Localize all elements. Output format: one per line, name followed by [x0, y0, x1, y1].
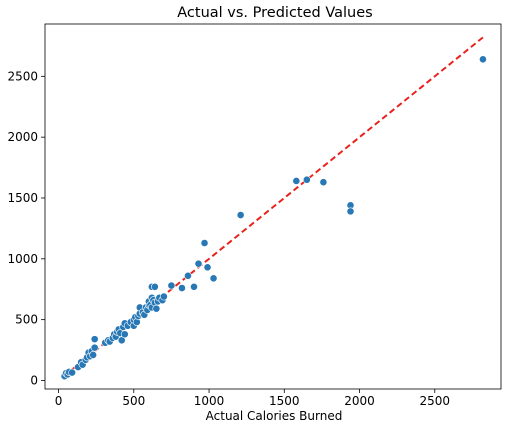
scatter-point: [152, 304, 161, 313]
scatter-point: [190, 282, 198, 291]
scatter-point: [302, 175, 311, 184]
y-tick-label: 2500: [7, 69, 38, 83]
scatter-point: [200, 239, 209, 247]
scatter-point: [184, 271, 192, 280]
scatter-point: [319, 178, 328, 187]
scatter-point: [120, 330, 129, 339]
scatter-point: [90, 343, 99, 352]
scatter-point: [479, 55, 487, 64]
x-axis: 0 500 1000 1500 2000 2500: [55, 389, 450, 408]
data-points: [60, 55, 487, 381]
scatter-point: [346, 207, 355, 216]
scatter-point: [203, 263, 212, 272]
scatter-point: [178, 284, 186, 292]
x-tick-label: 500: [122, 394, 145, 408]
scatter-point: [68, 368, 76, 377]
y-tick-label: 1000: [7, 252, 38, 266]
scatter-point: [89, 351, 98, 359]
x-tick-label: 2000: [344, 394, 375, 408]
scatter-point: [117, 336, 126, 345]
x-tick-label: 1500: [269, 394, 300, 408]
scatter-point: [159, 292, 168, 301]
x-axis-title: Actual Calories Burned: [206, 409, 343, 423]
scatter-point: [194, 259, 203, 268]
scatter-point: [150, 282, 159, 291]
y-tick-label: 500: [15, 313, 38, 327]
y-tick-label: 2000: [7, 130, 38, 144]
chart-title: Actual vs. Predicted Values: [177, 5, 372, 21]
x-tick-label: 1000: [194, 394, 225, 408]
y-tick-label: 0: [30, 373, 38, 387]
scatter-point: [209, 274, 218, 283]
scatter-point: [167, 281, 176, 290]
y-axis: 0 500 1000 1500 2000 2500: [7, 69, 45, 387]
x-tick-label: 2500: [420, 394, 451, 408]
x-tick-label: 0: [55, 394, 63, 408]
plot-area-frame: [44, 23, 502, 390]
scatter-point: [90, 335, 99, 344]
y-tick-label: 1500: [7, 191, 38, 205]
scatter-point: [292, 177, 301, 185]
scatter-point: [236, 211, 245, 219]
